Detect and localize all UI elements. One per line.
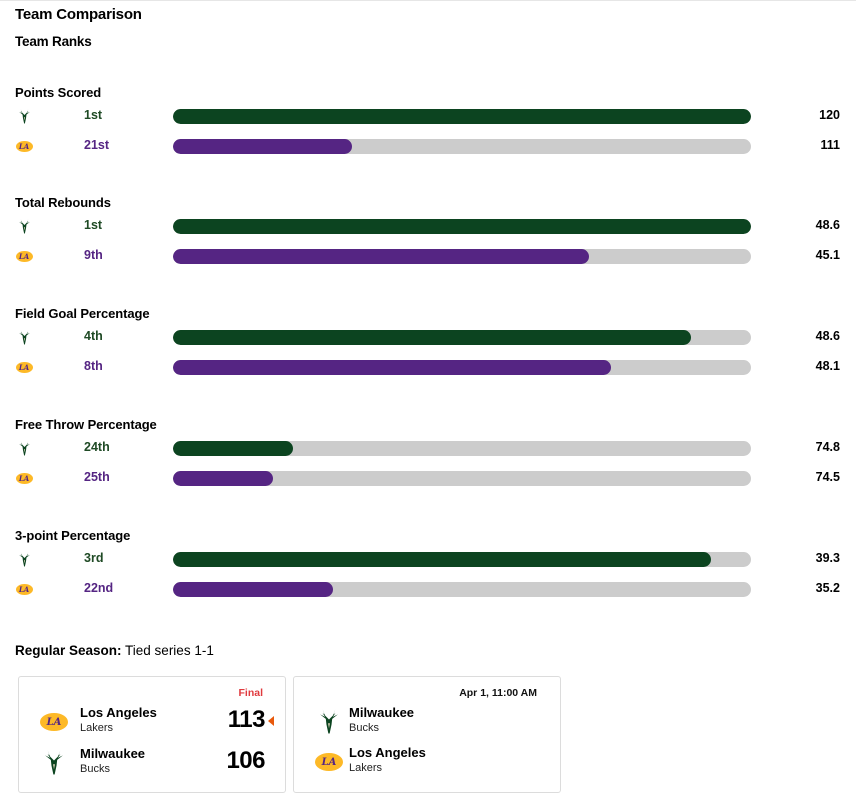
stat-bar-fill-milwaukee [173, 330, 692, 345]
rank-milwaukee: 3rd [84, 551, 104, 565]
stat-row-lakers: LA 25th 74.5 [0, 469, 856, 487]
stat-bar-fill-lakers [173, 249, 590, 264]
stat-bar-track [173, 552, 751, 567]
stat-bar-track [173, 109, 751, 124]
bucks-logo-icon [15, 439, 33, 457]
stat-3-point-percentage: 3-point Percentage 3rd 39.3 LA 22nd 35.2 [0, 528, 856, 638]
stat-bar-fill-lakers [173, 360, 612, 375]
stat-row-lakers: LA 8th 48.1 [0, 358, 856, 376]
stat-bar-fill-lakers [173, 139, 353, 154]
rank-milwaukee: 24th [84, 440, 110, 454]
game-team-row: LA Los Angeles Lakers [294, 744, 562, 780]
value-milwaukee: 39.3 [815, 551, 840, 565]
stat-label: Total Rebounds [15, 195, 111, 210]
team-city: Los Angeles [349, 745, 426, 760]
stat-row-milwaukee: 4th 48.6 [0, 328, 856, 346]
stat-total-rebounds: Total Rebounds 1st 48.6 LA 9th 45.1 [0, 195, 856, 305]
rank-milwaukee: 4th [84, 329, 103, 343]
team-score: 113 [227, 706, 266, 733]
rank-lakers: 22nd [84, 581, 114, 595]
rank-lakers: 21st [84, 138, 110, 152]
value-milwaukee: 120 [819, 108, 840, 122]
stat-row-lakers: LA 21st 111 [0, 137, 856, 155]
section-subtitle: Team Ranks [15, 34, 92, 49]
stat-row-milwaukee: 3rd 39.3 [0, 550, 856, 568]
lakers-logo-icon: LA [15, 469, 33, 487]
bucks-logo-icon [15, 328, 33, 346]
game-datetime: Apr 1, 11:00 AM [459, 687, 537, 699]
value-lakers: 111 [820, 138, 840, 152]
stat-bar-track [173, 139, 751, 154]
winner-arrow-icon [268, 716, 274, 726]
lakers-logo-icon: LA [15, 358, 33, 376]
team-score: 106 [226, 747, 265, 774]
bucks-logo-icon [15, 217, 33, 235]
stat-bar-track [173, 582, 751, 597]
lakers-logo-icon: LA [15, 580, 33, 598]
team-nickname: Bucks [80, 763, 110, 775]
stat-row-milwaukee: 1st 48.6 [0, 217, 856, 235]
stat-field-goal-percentage: Field Goal Percentage 4th 48.6 LA 8th 48… [0, 306, 856, 416]
stat-label: Free Throw Percentage [15, 417, 157, 432]
game-card-upcoming[interactable]: Apr 1, 11:00 AM Milwaukee Bucks LA Los A… [293, 676, 561, 793]
stat-bar-fill-milwaukee [173, 219, 751, 234]
value-milwaukee: 48.6 [815, 329, 840, 343]
stat-row-milwaukee: 1st 120 [0, 107, 856, 125]
stat-label: Field Goal Percentage [15, 306, 150, 321]
bucks-logo-icon [39, 749, 69, 777]
season-label: Regular Season: [15, 643, 122, 658]
team-nickname: Lakers [349, 762, 383, 774]
team-city: Milwaukee [349, 705, 415, 720]
bucks-logo-icon [15, 107, 33, 125]
game-card-final[interactable]: Final LA Los Angeles Lakers 113 Milwauke… [18, 676, 286, 793]
stat-bar-fill-milwaukee [173, 552, 712, 567]
value-lakers: 35.2 [815, 581, 840, 595]
team-city: Milwaukee [80, 746, 146, 761]
top-divider [0, 0, 856, 1]
stat-free-throw-percentage: Free Throw Percentage 24th 74.8 LA 25th … [0, 417, 856, 527]
value-milwaukee: 74.8 [815, 440, 840, 454]
game-team-row: LA Los Angeles Lakers 113 [19, 704, 287, 740]
stat-row-milwaukee: 24th 74.8 [0, 439, 856, 457]
value-lakers: 45.1 [815, 248, 840, 262]
team-nickname: Lakers [80, 722, 114, 734]
stat-row-lakers: LA 9th 45.1 [0, 247, 856, 265]
stat-bar-track [173, 471, 751, 486]
rank-lakers: 8th [84, 359, 103, 373]
stat-points-scored: Points Scored 1st 120 LA 21st 111 [0, 85, 856, 195]
value-milwaukee: 48.6 [815, 218, 840, 232]
lakers-logo-icon: LA [15, 247, 33, 265]
stat-label: Points Scored [15, 85, 102, 100]
team-nickname: Bucks [349, 722, 379, 734]
page-title: Team Comparison [15, 6, 142, 23]
season-text: Tied series 1-1 [125, 643, 214, 658]
stat-row-lakers: LA 22nd 35.2 [0, 580, 856, 598]
game-team-row: Milwaukee Bucks [294, 704, 562, 740]
stat-bar-track [173, 441, 751, 456]
game-team-row: Milwaukee Bucks 106 [19, 745, 287, 781]
stat-bar-fill-milwaukee [173, 441, 294, 456]
stat-bar-fill-milwaukee [173, 109, 751, 124]
lakers-logo-icon: LA [39, 708, 69, 736]
stat-bar-fill-lakers [173, 582, 334, 597]
stat-bar-track [173, 330, 751, 345]
rank-lakers: 25th [84, 470, 110, 484]
stat-bar-track [173, 219, 751, 234]
stat-bar-track [173, 360, 751, 375]
bucks-logo-icon [15, 550, 33, 568]
stat-label: 3-point Percentage [15, 528, 131, 543]
season-series-summary: Regular Season: Tied series 1-1 [15, 643, 214, 658]
value-lakers: 48.1 [815, 359, 840, 373]
bucks-logo-icon [314, 708, 344, 736]
stat-bar-fill-lakers [173, 471, 273, 486]
stat-bar-track [173, 249, 751, 264]
lakers-logo-icon: LA [314, 748, 344, 776]
value-lakers: 74.5 [815, 470, 840, 484]
lakers-logo-icon: LA [15, 137, 33, 155]
rank-milwaukee: 1st [84, 218, 103, 232]
rank-lakers: 9th [84, 248, 103, 262]
rank-milwaukee: 1st [84, 108, 103, 122]
team-city: Los Angeles [80, 705, 157, 720]
game-status: Final [238, 687, 263, 699]
